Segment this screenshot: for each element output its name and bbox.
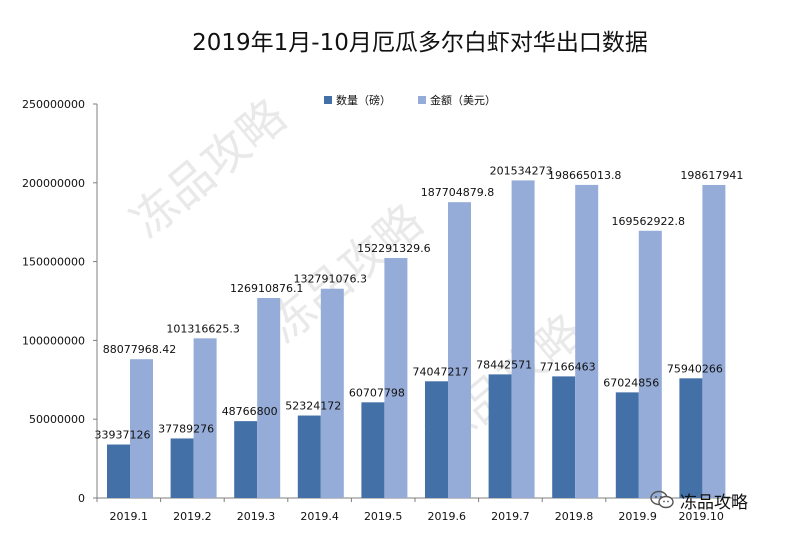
- bar-quantity: [107, 444, 130, 498]
- x-tick-label: 2019.4: [300, 510, 339, 523]
- x-tick-label: 2019.3: [237, 510, 276, 523]
- data-label-quantity: 74047217: [413, 365, 469, 378]
- data-label-amount: 132791076.3: [294, 273, 367, 286]
- bar-amount: [257, 297, 281, 498]
- bar-quantity: [170, 438, 194, 498]
- bar-quantity: [297, 415, 321, 498]
- data-label-quantity: 77166463: [540, 360, 596, 373]
- data-label-quantity: 60707798: [349, 386, 405, 399]
- data-label-amount: 152291329.6: [357, 242, 430, 255]
- chart-title: 2019年1月-10月厄瓜多尔白虾对华出口数据: [192, 30, 648, 56]
- data-label-quantity: 33937126: [95, 429, 151, 442]
- bar-quantity: [679, 378, 703, 498]
- bar-quantity: [488, 374, 512, 498]
- x-tick-label: 2019.10: [678, 510, 724, 523]
- bar-quantity: [234, 421, 258, 498]
- x-tick-label: 2019.6: [428, 510, 467, 523]
- data-label-quantity: 78442571: [476, 358, 532, 371]
- data-label-quantity: 37789276: [158, 422, 214, 435]
- data-label-amount: 126910876.1: [230, 282, 303, 295]
- y-tick-label: 0: [78, 492, 85, 505]
- data-label-quantity: 52324172: [285, 400, 341, 413]
- bar-amount: [638, 230, 662, 498]
- x-tick-label: 2019.8: [555, 510, 594, 523]
- data-label-amount: 169562922.8: [612, 215, 685, 228]
- x-tick-label: 2019.2: [173, 510, 212, 523]
- legend-label-quantity: 数量（磅）: [336, 93, 391, 107]
- y-tick-label: 200000000: [22, 177, 85, 190]
- y-tick-label: 100000000: [22, 334, 85, 347]
- data-label-amount: 198665013.8: [548, 169, 621, 182]
- x-tick-label: 2019.9: [618, 510, 657, 523]
- bar-amount: [448, 202, 471, 498]
- bar-quantity: [425, 381, 448, 498]
- data-label-quantity: 48766800: [222, 405, 278, 418]
- bar-amount: [130, 359, 153, 498]
- bar-quantity: [552, 376, 576, 498]
- bar-amount: [384, 257, 408, 498]
- x-axis-ticks: 2019.1 2019.2 2019.3 2019.4 2019.5 2019.6 2019…: [96, 498, 724, 523]
- brand-text: 冻品攻略: [680, 492, 748, 513]
- bar-amount: [511, 180, 535, 498]
- legend: 数量（磅） 金额（美元）: [324, 93, 496, 107]
- bar-amount: [575, 184, 599, 498]
- y-tick-label: 50000000: [29, 413, 85, 426]
- data-label-amount: 88077968.42: [103, 343, 176, 356]
- bar-amount: [702, 184, 726, 498]
- data-label-quantity: 75940266: [667, 362, 723, 375]
- y-tick-label: 150000000: [22, 256, 85, 269]
- wechat-icon: [650, 490, 674, 509]
- data-label-amount: 101316625.3: [166, 322, 239, 335]
- data-label-amount: 187704879.8: [421, 186, 494, 199]
- y-axis-ticks: 0 50000000 100000000 150000000 200000000 2500…: [22, 98, 97, 505]
- y-tick-label: 250000000: [22, 98, 85, 111]
- brand-badge: 冻品攻略: [650, 486, 748, 514]
- legend-swatch-quantity: [324, 96, 332, 104]
- bars: [107, 180, 726, 498]
- data-label-quantity: 67024856: [603, 376, 659, 389]
- legend-swatch-amount: [418, 96, 426, 104]
- x-tick-label: 2019.7: [491, 510, 530, 523]
- bar-quantity: [361, 402, 385, 498]
- data-label-amount: 201534273: [490, 164, 553, 177]
- bar-amount: [193, 338, 217, 498]
- watermark-text: 冻品攻略: [120, 89, 296, 249]
- bar-amount: [320, 288, 344, 498]
- x-tick-label: 2019.5: [364, 510, 403, 523]
- bar-quantity: [615, 392, 639, 498]
- data-label-amount: 198617941: [680, 169, 743, 182]
- data-labels: 33937126 88077968.42 37789276 101316625.3 48…: [95, 164, 744, 441]
- x-tick-label: 2019.1: [110, 510, 149, 523]
- legend-label-amount: 金额（美元）: [430, 93, 496, 107]
